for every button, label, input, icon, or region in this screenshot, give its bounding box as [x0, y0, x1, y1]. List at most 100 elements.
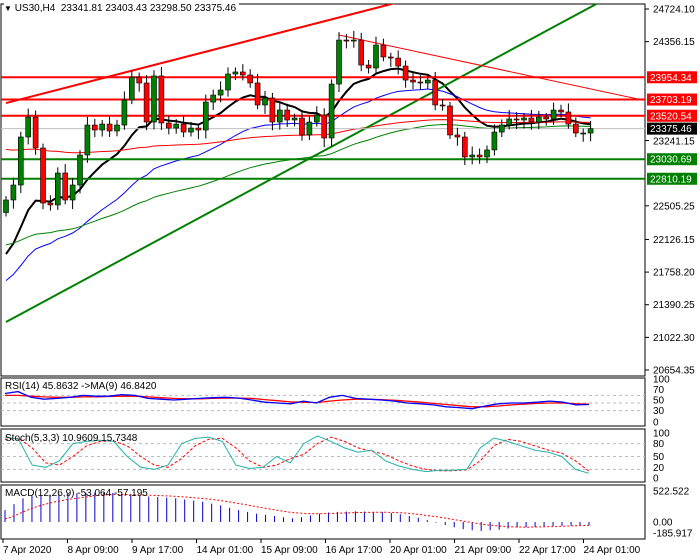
candle-body	[217, 89, 224, 96]
candle-body	[195, 127, 202, 131]
level-tag	[647, 93, 697, 106]
candle-body	[10, 184, 17, 201]
candle-body	[306, 121, 313, 136]
candle-body	[143, 82, 150, 123]
candle	[17, 131, 24, 194]
y-tick-label: 21022.30	[653, 333, 695, 344]
candle-body	[166, 122, 172, 129]
trendline	[5, 4, 396, 105]
candle	[151, 70, 157, 130]
candle-body	[151, 75, 157, 123]
candle	[62, 164, 69, 205]
candle-body	[528, 117, 535, 123]
y-tick-label: 21390.25	[653, 300, 695, 311]
candle-body	[572, 123, 579, 134]
y-tick-label: 22505.25	[653, 201, 695, 212]
open-value: 23341.81	[60, 3, 103, 14]
candle-body	[106, 123, 113, 132]
rsi-axis-label: 50	[653, 396, 665, 407]
candle	[158, 66, 165, 130]
candle-body	[580, 132, 587, 135]
candle-body	[114, 124, 120, 132]
y-tick-label: 22126.15	[653, 235, 695, 246]
candle-body	[3, 199, 9, 213]
level-tag-label: 22810.19	[650, 174, 692, 185]
candle	[402, 60, 409, 88]
candle-body	[84, 124, 91, 156]
candle	[535, 110, 542, 130]
candle-body	[498, 124, 505, 133]
candle-body	[47, 202, 54, 206]
candle-body	[454, 134, 461, 138]
stoch-axis-label: 20	[653, 463, 665, 474]
symbol-label: US30,H4	[14, 3, 56, 14]
macd-axis-label: 0.00	[653, 517, 673, 528]
y-tick-label: 24724.10	[653, 5, 695, 16]
high-value: 23403.43	[105, 3, 148, 14]
candle-body	[269, 97, 276, 123]
candle	[247, 69, 253, 88]
candle-body	[188, 127, 194, 133]
level-tag-label: 23030.69	[650, 155, 692, 166]
candle	[484, 145, 490, 164]
y-tick-label: 20654.35	[653, 366, 695, 377]
candle-body	[313, 114, 320, 123]
stoch-main-line	[4, 435, 590, 474]
level-tag	[647, 109, 697, 122]
candle-body	[203, 101, 209, 131]
candle	[54, 167, 61, 210]
current-price-tag-label: 23375.46	[650, 124, 692, 135]
rsi-axis-label: 30	[653, 406, 665, 417]
candle	[225, 67, 231, 97]
candle-body	[54, 172, 61, 206]
rsi-axis-label: 0	[653, 418, 659, 429]
candle	[506, 110, 513, 130]
candle-body	[299, 117, 305, 136]
candle	[106, 116, 113, 137]
candle	[180, 115, 187, 138]
candle-body	[247, 74, 253, 84]
stoch-axis-label: 100	[653, 429, 670, 440]
candle-body	[535, 116, 542, 123]
macd-axis-label: 522.522	[653, 487, 690, 498]
candle	[84, 116, 91, 163]
dropdown-triangle-icon[interactable]: ▼	[4, 4, 12, 13]
candle	[166, 115, 172, 135]
close-value: 23375.46	[194, 3, 237, 14]
candle-body	[225, 73, 231, 91]
candle-body	[173, 123, 179, 129]
candle-body	[180, 123, 187, 133]
candle-body	[99, 123, 105, 131]
candle-body	[343, 39, 350, 42]
candle-body	[350, 39, 357, 42]
candle-body	[284, 109, 291, 121]
trendline	[338, 34, 643, 101]
candle	[306, 116, 313, 141]
candle	[10, 177, 17, 209]
candle	[543, 112, 550, 126]
candle-body	[469, 154, 476, 158]
level-tag-label: 23954.34	[650, 73, 692, 84]
candle	[387, 52, 394, 68]
stoch-signal-line	[4, 436, 590, 472]
candle-body	[254, 82, 261, 106]
x-tick-label: 9 Apr 17:00	[132, 545, 184, 556]
candle	[365, 59, 372, 74]
x-tick-label: 21 Apr 09:00	[455, 545, 512, 556]
candle-body	[77, 154, 83, 186]
candle	[313, 106, 320, 127]
candle-body	[358, 39, 365, 66]
candle	[410, 71, 416, 90]
trendline	[5, 4, 599, 323]
candle	[240, 64, 246, 81]
candle-body	[62, 172, 69, 201]
candle	[276, 101, 283, 130]
candle-body	[543, 116, 550, 120]
level-tag-label: 23520.54	[650, 111, 692, 122]
candle-body	[240, 71, 246, 76]
candle	[173, 119, 179, 134]
candle-body	[291, 117, 298, 121]
candle	[25, 108, 32, 145]
candle	[417, 75, 424, 90]
